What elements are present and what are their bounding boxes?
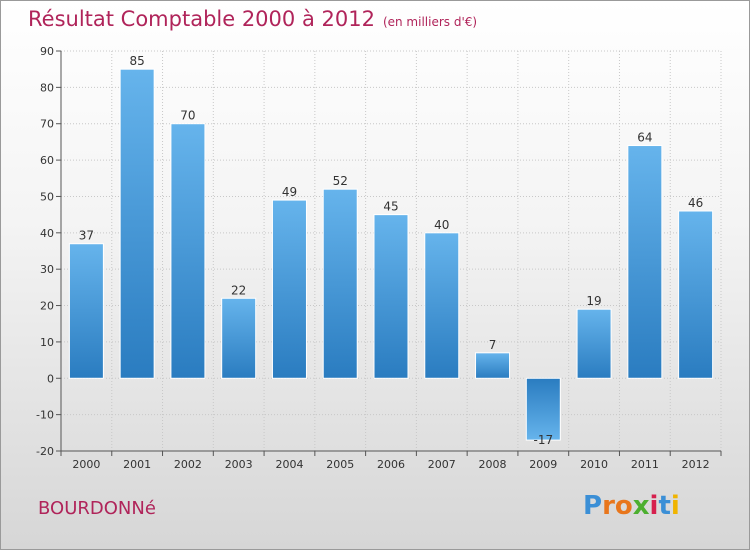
- y-tick-label: 40: [40, 227, 54, 240]
- y-tick-label: -20: [36, 445, 54, 458]
- x-tick-label: 2005: [326, 458, 354, 471]
- data-label: 85: [130, 54, 145, 68]
- logo-letter: t: [658, 491, 671, 521]
- y-tick-label: 50: [40, 190, 54, 203]
- x-tick-label: 2008: [479, 458, 507, 471]
- x-tick-label: 2011: [631, 458, 659, 471]
- bar-2007: [424, 232, 460, 379]
- data-label: -17: [534, 433, 554, 447]
- bar-2004: [271, 199, 307, 379]
- x-tick-label: 2007: [428, 458, 456, 471]
- bars: [68, 68, 714, 441]
- bar-2001: [119, 68, 155, 379]
- data-label: 52: [333, 174, 348, 188]
- x-tick-label: 2006: [377, 458, 405, 471]
- x-tick-label: 2009: [529, 458, 557, 471]
- data-label: 40: [434, 218, 449, 232]
- x-tick-label: 2003: [225, 458, 253, 471]
- logo-letter: i: [649, 491, 659, 521]
- logo-letter: i: [670, 491, 680, 521]
- y-tick-label: 0: [47, 372, 54, 385]
- bar-2006: [373, 214, 409, 379]
- commune-name: BOURDONNé: [38, 498, 156, 519]
- bar-2009: [525, 377, 561, 441]
- data-label: 45: [383, 200, 398, 214]
- x-tick-label: 2000: [72, 458, 100, 471]
- y-tick-label: 20: [40, 300, 54, 313]
- x-tick-label: 2010: [580, 458, 608, 471]
- x-tick-label: 2004: [275, 458, 303, 471]
- labels: -20 -10 0 10 20 30 40 50 60 70 80 90 37 2000 85 2001 70 2…: [36, 45, 710, 471]
- bar-2003: [221, 297, 257, 379]
- bar-2000: [68, 243, 104, 379]
- logo-letter: r: [602, 491, 615, 521]
- title-text: Résultat Comptable 2000 à 2012: [28, 7, 375, 31]
- data-label: 7: [489, 338, 497, 352]
- bar-2012: [678, 210, 714, 379]
- unit-note: (en milliers d'€): [382, 15, 478, 29]
- data-label: 64: [637, 131, 652, 145]
- logo-letter: x: [632, 491, 650, 521]
- bar-2011: [627, 145, 663, 379]
- y-tick-label: 80: [40, 81, 54, 94]
- x-tick-label: 2012: [682, 458, 710, 471]
- data-label: 70: [180, 109, 195, 123]
- bar-2005: [322, 188, 358, 379]
- y-tick-label: 10: [40, 336, 54, 349]
- y-tick-label: 30: [40, 263, 54, 276]
- y-tick-label: 70: [40, 118, 54, 131]
- y-tick-label: 60: [40, 154, 54, 167]
- bar-2010: [576, 308, 612, 379]
- x-tick-label: 2002: [174, 458, 202, 471]
- bar-2008: [475, 352, 511, 379]
- bar-2002: [170, 123, 206, 379]
- y-tick-label: 90: [40, 45, 54, 58]
- proxiti-logo: Proxiti: [583, 491, 680, 521]
- logo-letter: P: [583, 491, 603, 521]
- data-label: 19: [586, 294, 601, 308]
- y-tick-label: -10: [36, 409, 54, 422]
- chart-title: Résultat Comptable 2000 à 2012 (en millie…: [28, 7, 477, 31]
- data-label: 22: [231, 283, 246, 297]
- axes: [56, 50, 722, 456]
- data-label: 37: [79, 229, 94, 243]
- data-label: 46: [688, 196, 703, 210]
- data-label: 49: [282, 185, 297, 199]
- x-tick-label: 2001: [123, 458, 151, 471]
- logo-letter: o: [614, 491, 633, 521]
